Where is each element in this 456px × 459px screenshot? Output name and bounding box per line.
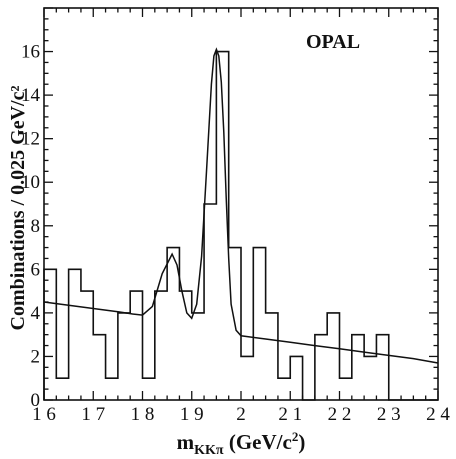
y-tick-label: 0 [31,390,41,411]
x-tick-labels: 1 6 1 7 1 8 1 9 2 2 1 2 2 2 3 2 4 [32,404,450,425]
x-tick-label: 1 7 [81,404,105,425]
y-tick-labels: 0 2 4 6 8 10 12 14 16 [21,42,41,411]
y-axis-title: Combinations / 0.025 GeV/c² [7,86,29,331]
y-tick-label: 14 [21,85,41,106]
y-tick-label: 6 [31,259,41,280]
axis-ticks [43,7,439,401]
x-tick-label: 2 4 [426,404,450,425]
y-tick-label: 12 [21,129,40,150]
y-tick-label: 16 [21,42,40,63]
x-tick-label: 2 1 [278,404,302,425]
y-tick-label: 4 [31,303,41,324]
histogram-bars [43,50,438,401]
x-tick-label: 2 2 [328,404,352,425]
y-tick-label: 2 [31,346,41,367]
x-tick-label: 1 9 [180,404,204,425]
x-tick-label: 1 8 [131,404,155,425]
annotation-label: OPAL [306,31,360,53]
x-tick-label: 1 6 [32,404,56,425]
y-tick-label: 8 [31,216,41,237]
y-tick-label: 10 [21,172,40,193]
x-axis-title: mKKπ (GeV/c2) [177,429,306,458]
fit-curve [43,47,439,364]
x-tick-label: 2 [236,404,246,425]
x-tick-label: 2 3 [377,404,401,425]
